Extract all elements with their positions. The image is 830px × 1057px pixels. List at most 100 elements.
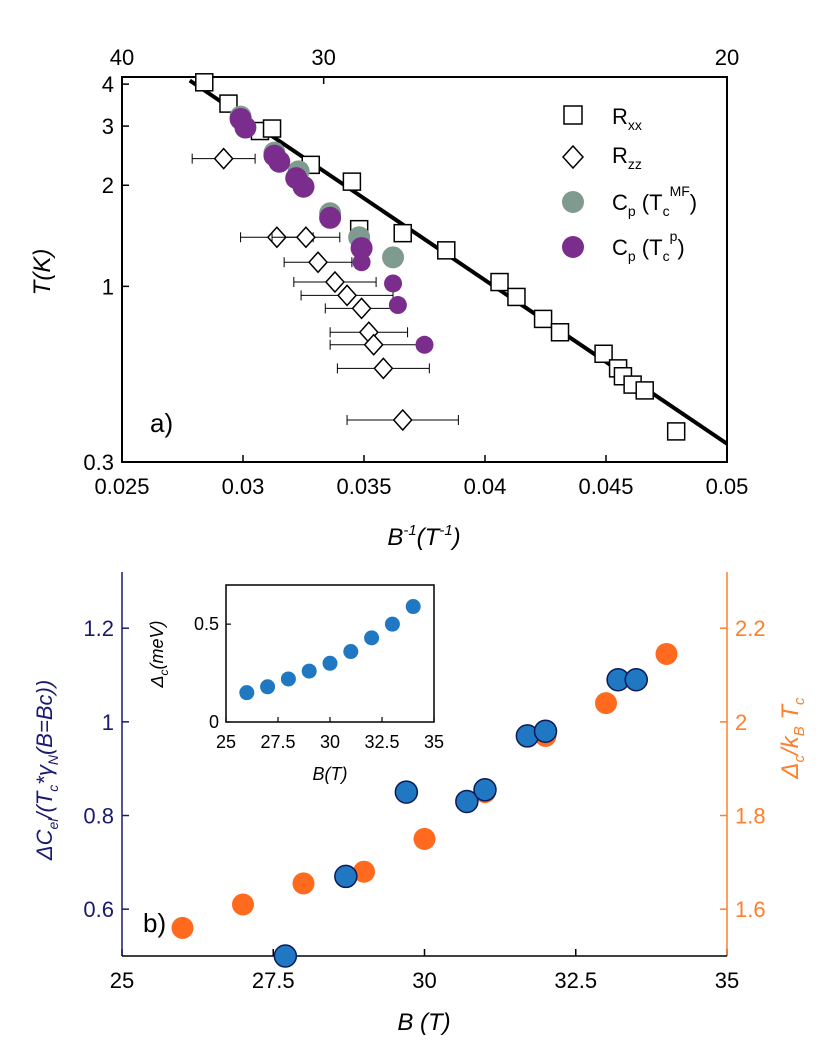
- panel-a-scatter-plot: 0.025 0.03 0.035 0.04 0.045 0.05 0.3 1 2 3 440 30 20…: [29, 45, 748, 551]
- legend-cp-mf-circle-marker: [562, 191, 584, 213]
- panel-a-plot-frame: [121, 76, 728, 463]
- specific-heat-jump-data-point: [394, 780, 419, 804]
- inset-x-tick-label: 30: [320, 732, 340, 752]
- panel-a-y-axis-label: T(K): [29, 249, 56, 296]
- panel-a-data-marks: [191, 73, 686, 441]
- gap-ratio-data-point: [232, 893, 254, 916]
- rxx-data-point: [437, 241, 456, 260]
- rxx-data-point: [219, 94, 238, 113]
- specific-heat-jump-data-point: [624, 667, 648, 692]
- rzz-data-point: [213, 147, 234, 170]
- inset-gap-data-point: [384, 616, 400, 632]
- rxx-data-point: [342, 172, 362, 191]
- panel-a-x-axis-label: B-1(T-1): [387, 522, 460, 551]
- rxx-data-point: [594, 344, 613, 364]
- specific-heat-jump-data-point: [455, 789, 479, 814]
- specific-heat-jump-data-point: [273, 944, 298, 968]
- inset-gap-data-point: [405, 599, 421, 615]
- inset-y-axis-label: Δc(meV): [147, 620, 171, 688]
- panel-b-left-tick-label: 1: [102, 710, 114, 735]
- gap-ratio-data-point: [655, 642, 678, 665]
- panel-a-y-tick-label: 4: [102, 72, 114, 97]
- panel-b-right-tick-label: 2: [735, 710, 747, 735]
- panel-a-top-tick-label: 40: [110, 45, 134, 70]
- panel-b-left-axis-label: ΔCel/(Tc*γN(B=Bc)): [32, 680, 61, 861]
- panel-a-x-tick-label: 0.025: [94, 474, 149, 499]
- inset-data-marks: [239, 599, 421, 701]
- panel-b-left-tick-label: 0.6: [83, 897, 114, 922]
- rzz-data-point: [373, 357, 394, 380]
- panel-a-x-tick-label: 0.05: [706, 474, 749, 499]
- inset-axis-ticks: 25 27.5 30 32.5 35 0 0.5: [194, 614, 444, 752]
- rzz-data-point: [363, 333, 384, 356]
- panel-b-x-tick-label: 27.5: [252, 968, 295, 993]
- panel-a-x-tick-label: 0.035: [336, 474, 391, 499]
- rxx-data-point: [533, 309, 553, 329]
- specific-heat-jump-data-point: [334, 864, 358, 889]
- cp-p-data-point: [234, 116, 257, 139]
- legend-rxx-square-marker: [563, 105, 583, 125]
- panel-b-right-tick-label: 2.2: [735, 616, 766, 641]
- legend-cp-mf-label: Cp (TcMF): [612, 183, 697, 219]
- inset-y-tick-label: 0: [209, 712, 219, 732]
- panel-b-x-tick-label: 35: [715, 968, 739, 993]
- panel-a-axis-ticks: 0.025 0.03 0.035 0.04 0.045 0.05 0.3 1 2 3 440 30 20: [83, 45, 748, 499]
- panel-b-x-tick-label: 30: [412, 968, 436, 993]
- panel-a-label: a): [150, 408, 173, 438]
- inset-x-axis-label: B(T): [313, 764, 348, 784]
- rzz-data-point: [324, 270, 345, 294]
- panel-a-y-tick-label: 0.3: [83, 450, 114, 475]
- inset-x-tick-label: 27.5: [260, 732, 295, 752]
- rxx-data-point: [550, 323, 570, 342]
- cp-p-data-point: [384, 274, 403, 293]
- rxx-data-point: [666, 422, 686, 441]
- legend-cp-p-circle-marker: [562, 236, 584, 258]
- panel-a-y-tick-label: 1: [102, 274, 114, 299]
- rxx-data-point: [262, 119, 282, 138]
- gap-ratio-data-point: [353, 860, 375, 883]
- gap-ratio-data-point: [595, 692, 617, 715]
- cp-p-data-point: [268, 150, 291, 173]
- legend-rzz-label: Rzz: [612, 143, 642, 172]
- legend-cp-p-label: Cp (Tcp): [612, 228, 685, 264]
- panel-a-x-tick-label: 0.045: [578, 474, 633, 499]
- inset-gap-data-point: [322, 655, 338, 671]
- panel-b-x-tick-label: 32.5: [554, 968, 597, 993]
- rxx-data-point: [507, 287, 526, 307]
- legend-rxx-label: Rxx: [612, 104, 642, 133]
- inset-gap-data-point: [364, 630, 380, 646]
- rzz-data-point: [295, 226, 316, 249]
- inset-gap-data-point: [239, 685, 255, 701]
- panel-a-x-tick-label: 0.04: [464, 474, 507, 499]
- rxx-data-point: [635, 381, 654, 400]
- panel-b-axis-ticks: 25 27.5 30 32.5 35 0.6 0.8 1 1.2 1.6 1.8 2 2.2: [83, 616, 765, 993]
- legend-rzz-diamond-marker: [561, 144, 585, 170]
- panel-b-inset-plot: 25 27.5 30 32.5 35 0 0.5 Δc(meV) B(T): [147, 584, 444, 784]
- cp-p-data-point: [352, 253, 371, 272]
- panel-a-x-tick-label: 0.03: [222, 474, 265, 499]
- panel-b-right-axis-label: Δc/kB Tc: [777, 697, 808, 780]
- panel-b-label: b): [143, 908, 166, 938]
- panel-b-right-tick-label: 1.8: [735, 804, 766, 829]
- inset-gap-data-point: [260, 679, 276, 695]
- panel-b-x-axis-label: B (T): [397, 1009, 450, 1036]
- inset-y-tick-label: 0.5: [194, 614, 219, 634]
- inset-gap-data-point: [301, 663, 317, 679]
- cp-p-data-point: [292, 175, 315, 198]
- rzz-data-point: [351, 297, 372, 320]
- inset-x-tick-label: 25: [216, 732, 236, 752]
- cp-p-data-point: [388, 296, 407, 315]
- inset-gap-data-point: [280, 671, 296, 687]
- rxx-data-point: [393, 223, 412, 243]
- cp-mf-data-point: [382, 246, 405, 269]
- panel-b-right-tick-label: 1.6: [735, 897, 766, 922]
- panel-b-data-marks: [171, 642, 678, 968]
- panel-a-top-tick-label: 30: [311, 45, 335, 70]
- inset-gap-data-point: [343, 644, 359, 660]
- gap-ratio-data-point: [292, 872, 315, 895]
- specific-heat-jump-data-point: [533, 719, 558, 743]
- inset-x-tick-label: 35: [424, 732, 444, 752]
- rzz-data-point: [337, 284, 358, 307]
- gap-ratio-data-point: [171, 916, 194, 939]
